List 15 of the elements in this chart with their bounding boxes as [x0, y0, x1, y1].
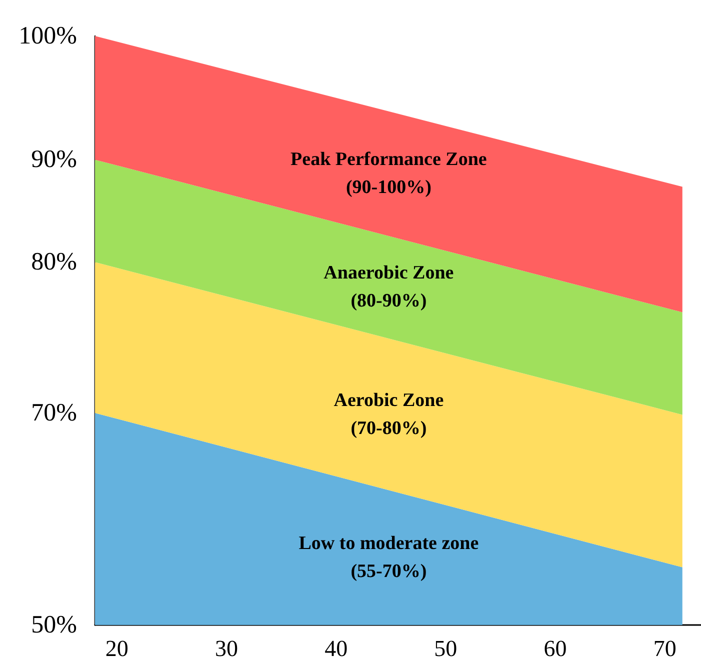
x-tick-label: 70 [653, 636, 676, 661]
text: 70% [31, 399, 77, 426]
text: 80% [31, 248, 77, 276]
x-tick-label: 40 [324, 636, 348, 661]
x-tick-label: 50 [434, 636, 458, 661]
x-tick-label: 20 [105, 636, 128, 661]
x-tick-label: 30 [215, 636, 238, 661]
text: 90% [31, 146, 77, 174]
annotation: Anaerobic Zone (80-90%) [324, 262, 454, 312]
text: 50% [31, 612, 77, 638]
annotation: Aerobic Zone (70-80%) [334, 390, 444, 439]
text: 100% [18, 22, 77, 50]
x-tick-label: 60 [544, 636, 567, 661]
annotation: Peak Performance Zone (90-100%) [290, 149, 487, 198]
annotation: Low to moderate zone (55-70%) [298, 533, 479, 582]
